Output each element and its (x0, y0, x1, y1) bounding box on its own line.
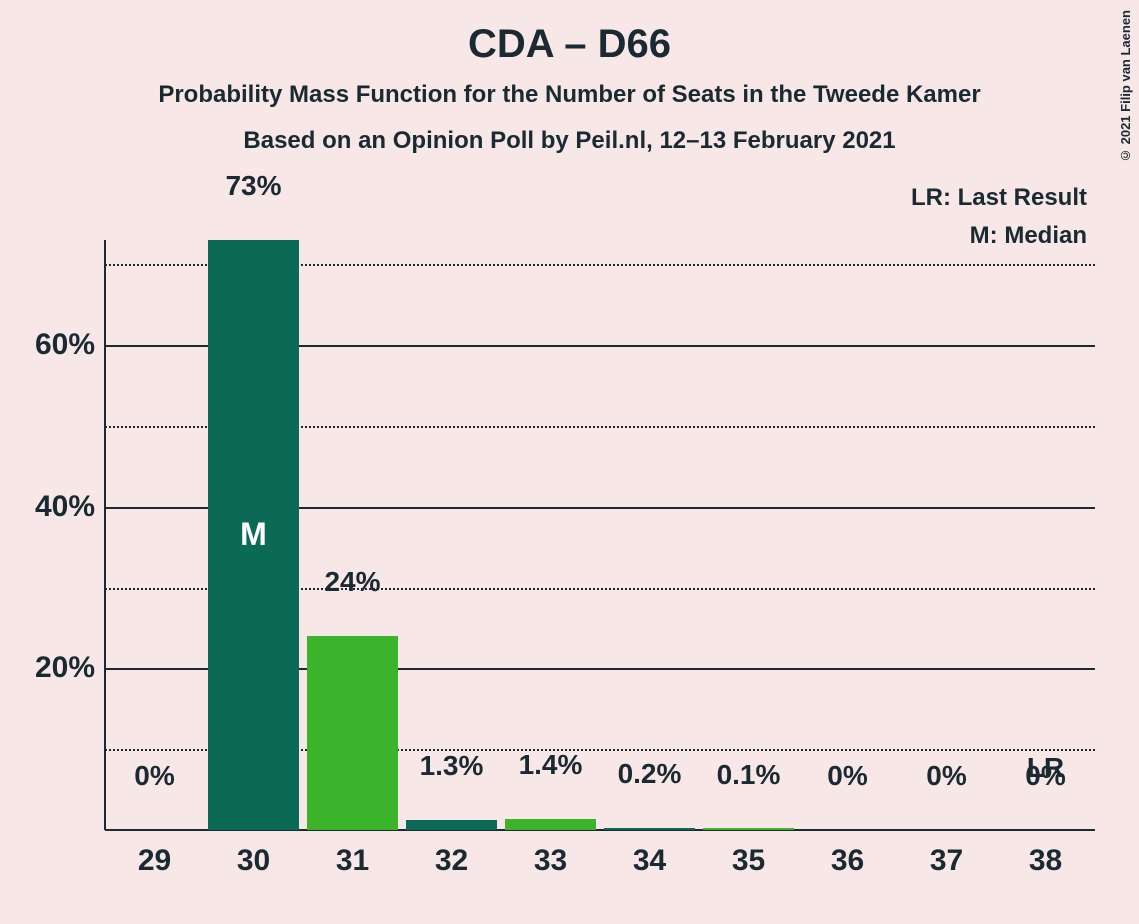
chart-subtitle-2: Based on an Opinion Poll by Peil.nl, 12–… (0, 127, 1139, 155)
y-axis (104, 240, 106, 830)
bar (406, 820, 497, 831)
x-tick-label: 31 (303, 844, 402, 878)
bar-value-label: 1.4% (501, 749, 600, 781)
y-tick-label: 20% (15, 651, 95, 685)
bar-value-label: 0% (798, 760, 897, 792)
x-tick-label: 38 (996, 844, 1095, 878)
y-tick-label: 40% (15, 490, 95, 524)
bar-value-label: 0.1% (699, 759, 798, 791)
x-tick-label: 32 (402, 844, 501, 878)
chart-title: CDA – D66 (0, 0, 1139, 67)
median-marker: M (234, 516, 274, 553)
bar-value-label: 24% (303, 566, 402, 598)
x-tick-label: 34 (600, 844, 699, 878)
bar-value-label: 1.3% (402, 750, 501, 782)
bar-value-label: 73% (204, 170, 303, 202)
x-tick-label: 33 (501, 844, 600, 878)
x-tick-label: 36 (798, 844, 897, 878)
bar-value-label: 0% (897, 760, 996, 792)
bar-value-label: 0.2% (600, 758, 699, 790)
copyright-text: © 2021 Filip van Laenen (1118, 10, 1133, 163)
x-tick-label: 37 (897, 844, 996, 878)
bar-value-label: 0% (105, 760, 204, 792)
last-result-marker: LR (1016, 752, 1076, 784)
y-tick-label: 60% (15, 328, 95, 362)
plot-area: LR: Last Result M: Median 20%40%60%0%297… (105, 240, 1095, 830)
x-tick-label: 29 (105, 844, 204, 878)
bar (604, 828, 695, 830)
bar (505, 819, 596, 830)
bar (703, 828, 794, 830)
legend-median: M: Median (970, 222, 1087, 250)
x-tick-label: 35 (699, 844, 798, 878)
bar (307, 636, 398, 830)
chart-subtitle-1: Probability Mass Function for the Number… (0, 81, 1139, 109)
x-tick-label: 30 (204, 844, 303, 878)
legend-lr: LR: Last Result (911, 184, 1087, 212)
